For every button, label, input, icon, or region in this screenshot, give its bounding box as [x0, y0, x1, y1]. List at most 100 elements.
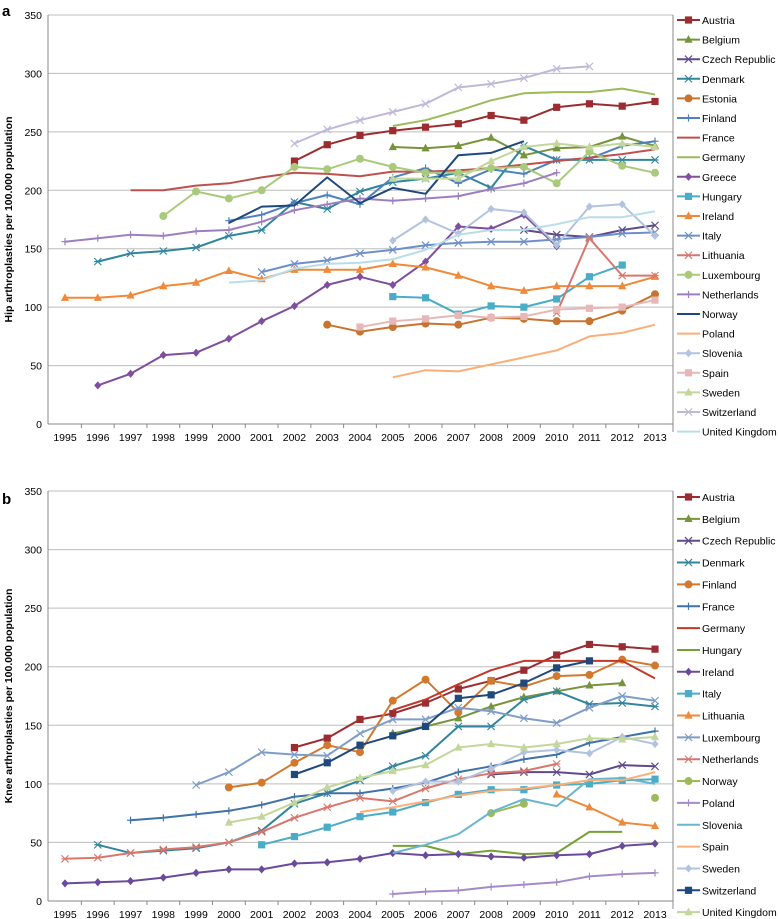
data-point [519, 142, 528, 151]
y-tick-label: 300 [24, 545, 42, 557]
legend-label: Greece [702, 172, 737, 184]
data-point [225, 217, 233, 225]
legend-marker [684, 602, 693, 610]
data-point [487, 164, 496, 173]
data-point [126, 369, 135, 378]
legend-marker [684, 886, 693, 894]
legend-marker [684, 493, 693, 501]
series-line [392, 659, 656, 712]
data-point [553, 664, 561, 672]
data-point [389, 317, 397, 325]
data-point [421, 174, 430, 182]
legend-label: Norway [702, 776, 738, 788]
data-point [94, 878, 102, 887]
data-point [224, 783, 233, 792]
data-point [421, 751, 430, 760]
legend-marker [684, 35, 693, 43]
data-point [61, 879, 69, 888]
series-sweden [388, 138, 660, 182]
data-point [520, 881, 528, 889]
data-point [389, 732, 397, 740]
series-norway [487, 793, 659, 818]
data-point [323, 265, 332, 273]
legend-label: Spain [702, 842, 729, 854]
data-point [94, 381, 102, 390]
data-point [192, 278, 201, 286]
y-tick-label: 150 [24, 244, 42, 256]
data-point [618, 138, 627, 147]
data-point [258, 211, 266, 219]
data-point [356, 854, 364, 863]
series-netherlands [61, 169, 561, 246]
data-point [487, 204, 495, 214]
data-point [487, 111, 495, 120]
data-point [618, 261, 626, 269]
data-point [356, 187, 364, 196]
data-point [159, 814, 167, 822]
data-point [421, 699, 430, 707]
data-point [487, 691, 495, 699]
data-point [651, 775, 659, 783]
data-point [519, 799, 528, 808]
legend-label: Netherlands [702, 289, 759, 301]
legend-label: United Kingdom [702, 427, 777, 439]
legend-label: Netherlands [702, 754, 759, 766]
data-point [257, 226, 266, 235]
data-point [520, 853, 528, 862]
legend-marker [684, 864, 693, 873]
data-point [323, 204, 332, 213]
legend-label: Germany [702, 623, 746, 635]
data-point [520, 679, 528, 687]
legend-marker [684, 387, 693, 396]
data-point [356, 789, 364, 797]
data-point [454, 192, 462, 200]
data-point [618, 678, 627, 687]
data-point [389, 293, 397, 301]
data-point [618, 161, 627, 170]
legend-marker [684, 172, 693, 181]
series-line [97, 213, 558, 387]
data-point [585, 703, 594, 712]
data-point [552, 789, 561, 798]
series-line [228, 736, 656, 824]
data-point [388, 797, 397, 806]
legend-label: France [702, 601, 735, 613]
data-point [651, 168, 659, 177]
x-tick-label: 1995 [53, 432, 77, 444]
data-point [421, 315, 430, 323]
legend-marker [684, 710, 693, 719]
data-point [487, 707, 496, 716]
legend-marker [684, 580, 693, 589]
data-point [552, 143, 561, 152]
legend-label: Czech Republic [702, 54, 776, 66]
data-point [159, 873, 167, 882]
data-point [520, 666, 528, 674]
data-point [323, 823, 331, 831]
data-point [94, 234, 102, 242]
data-point [651, 661, 659, 670]
y-tick-label: 200 [24, 185, 42, 197]
data-point [225, 865, 233, 874]
legend-label: Sweden [702, 863, 740, 875]
data-point [257, 748, 266, 757]
data-point [519, 742, 528, 751]
data-point [290, 162, 299, 171]
series-denmark [93, 687, 659, 857]
data-point [421, 760, 430, 769]
legend-item: Denmark [677, 558, 745, 570]
series-line [228, 658, 656, 789]
series-norway [228, 140, 525, 224]
data-point [421, 715, 430, 724]
data-point [93, 840, 102, 849]
legend-item: Spain [677, 368, 729, 380]
data-point [487, 701, 496, 710]
data-point [388, 766, 397, 775]
series-finland [224, 655, 659, 792]
x-tick-label: 2005 [381, 432, 405, 444]
data-point [585, 680, 594, 689]
data-point [650, 762, 660, 771]
series-line [228, 140, 525, 224]
data-point [553, 745, 561, 754]
legend-label: Ireland [702, 211, 734, 223]
data-point [323, 858, 331, 867]
